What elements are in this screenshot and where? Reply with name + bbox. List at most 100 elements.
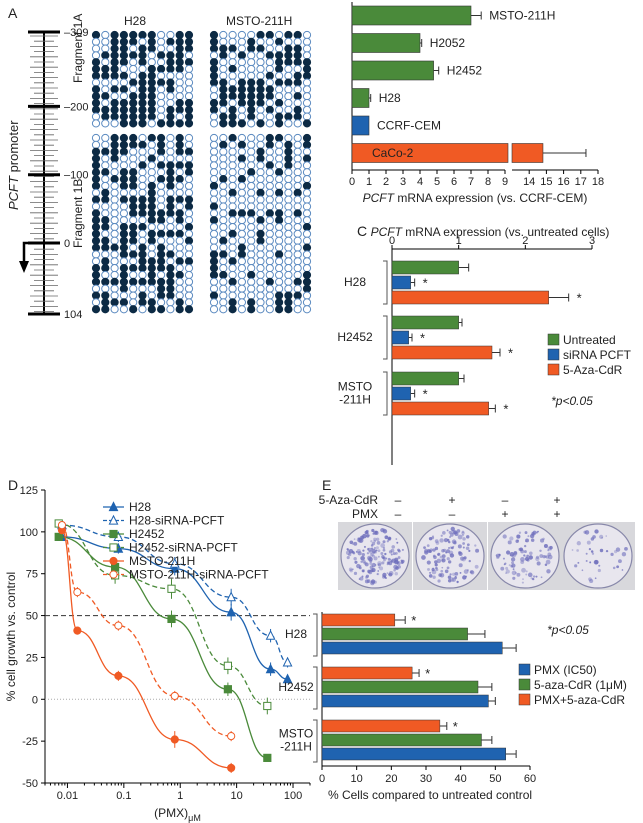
cpg-site (228, 195, 237, 204)
cpg-site (228, 154, 237, 163)
cpg-site (157, 44, 166, 53)
panel-e-colony (505, 569, 510, 574)
cpg-site (284, 58, 293, 67)
cpg-site (157, 209, 166, 218)
tss-arrow-line (22, 241, 44, 265)
cpg-site (119, 188, 129, 197)
cpg-site (219, 195, 228, 204)
cpg-site (119, 133, 129, 143)
cpg-site (247, 291, 256, 300)
panel-e-colony (454, 531, 459, 537)
panel-e-dish (340, 523, 410, 589)
cpg-site (147, 202, 156, 211)
panel-e-colony (588, 548, 592, 551)
cpg-site (184, 181, 194, 191)
panel-b-bar (511, 143, 544, 163)
cpg-site (91, 202, 101, 211)
promoter-tick-label: –309 (64, 27, 88, 39)
cpg-site (302, 37, 312, 46)
cpg-site (157, 257, 166, 266)
cpg-site (247, 92, 256, 101)
cpg-site (184, 222, 194, 232)
cpg-site (129, 37, 138, 46)
cpg-site (219, 168, 228, 177)
panel-a-fragment-1a: Fragment 1A (71, 14, 85, 83)
cpg-site (110, 147, 119, 156)
panel-e-colony (364, 579, 369, 584)
cpg-site (166, 98, 175, 108)
cpg-site (138, 264, 147, 273)
cpg-site (275, 222, 284, 232)
cpg-site (302, 270, 312, 280)
cpg-site (284, 298, 293, 307)
cpg-site (138, 181, 147, 191)
cpg-site (184, 291, 194, 300)
panel-c-bar (391, 330, 409, 345)
cpg-site (175, 222, 184, 232)
cpg-site (147, 216, 156, 225)
cpg-site (138, 284, 147, 293)
cpg-site (237, 277, 246, 286)
cpg-site (175, 257, 184, 266)
panel-d-point (265, 663, 276, 674)
cpg-site (166, 277, 175, 286)
cpg-site (275, 168, 284, 177)
panel-e-colony (447, 575, 452, 579)
cpg-site (119, 305, 129, 314)
cpg-site (247, 175, 256, 184)
cpg-site (138, 51, 147, 60)
cpg-site (247, 257, 256, 266)
panel-e-colony (449, 573, 452, 576)
panel-b-bar (351, 88, 370, 108)
cpg-site (101, 270, 110, 280)
panel-b-bar (351, 33, 421, 53)
cpg-site (147, 85, 156, 94)
cpg-site (284, 161, 293, 170)
cpg-site (247, 209, 256, 218)
cpg-site (284, 284, 293, 293)
cpg-site (247, 44, 256, 53)
panel-e-colony (432, 554, 436, 558)
cpg-site (147, 30, 156, 40)
cpg-site (247, 64, 256, 74)
cpg-site (91, 71, 101, 80)
cpg-site (119, 181, 129, 191)
cpg-site (91, 257, 101, 266)
cpg-site (91, 119, 101, 128)
panel-c-bar (391, 275, 411, 290)
panel-e-colony (389, 558, 392, 561)
cpg-site (119, 85, 129, 94)
cpg-site (219, 202, 228, 211)
cpg-site (175, 181, 184, 191)
cpg-site (237, 112, 246, 121)
panel-c-bar (391, 386, 411, 401)
panel-e-colony (509, 552, 515, 557)
panel-d-point (169, 557, 180, 568)
cpg-site (209, 51, 219, 60)
cpg-site (119, 202, 129, 211)
cpg-site (138, 168, 147, 177)
cpg-site (284, 229, 293, 238)
cpg-site (91, 236, 101, 245)
cpg-site (166, 37, 175, 46)
cpg-site (247, 58, 256, 67)
panel-e-colony (545, 559, 551, 565)
cpg-site (293, 154, 302, 163)
cpg-site (101, 236, 110, 245)
panel-e-colony (513, 551, 518, 556)
panel-b-tick-label: 15 (540, 176, 552, 188)
panel-e-colony (610, 552, 614, 556)
cpg-site (147, 195, 156, 204)
cpg-site (247, 195, 256, 204)
panel-e-colony (549, 548, 552, 551)
cpg-site (138, 195, 147, 204)
panel-e-colony (390, 548, 395, 553)
panel-e-colony (532, 577, 535, 581)
cpg-site (138, 236, 147, 245)
panel-e-colony (510, 557, 516, 562)
panel-e-bracket (313, 613, 318, 657)
cpg-site (129, 222, 138, 232)
cpg-site (265, 154, 274, 163)
panel-e-colony (351, 550, 355, 554)
cpg-site (110, 85, 119, 94)
